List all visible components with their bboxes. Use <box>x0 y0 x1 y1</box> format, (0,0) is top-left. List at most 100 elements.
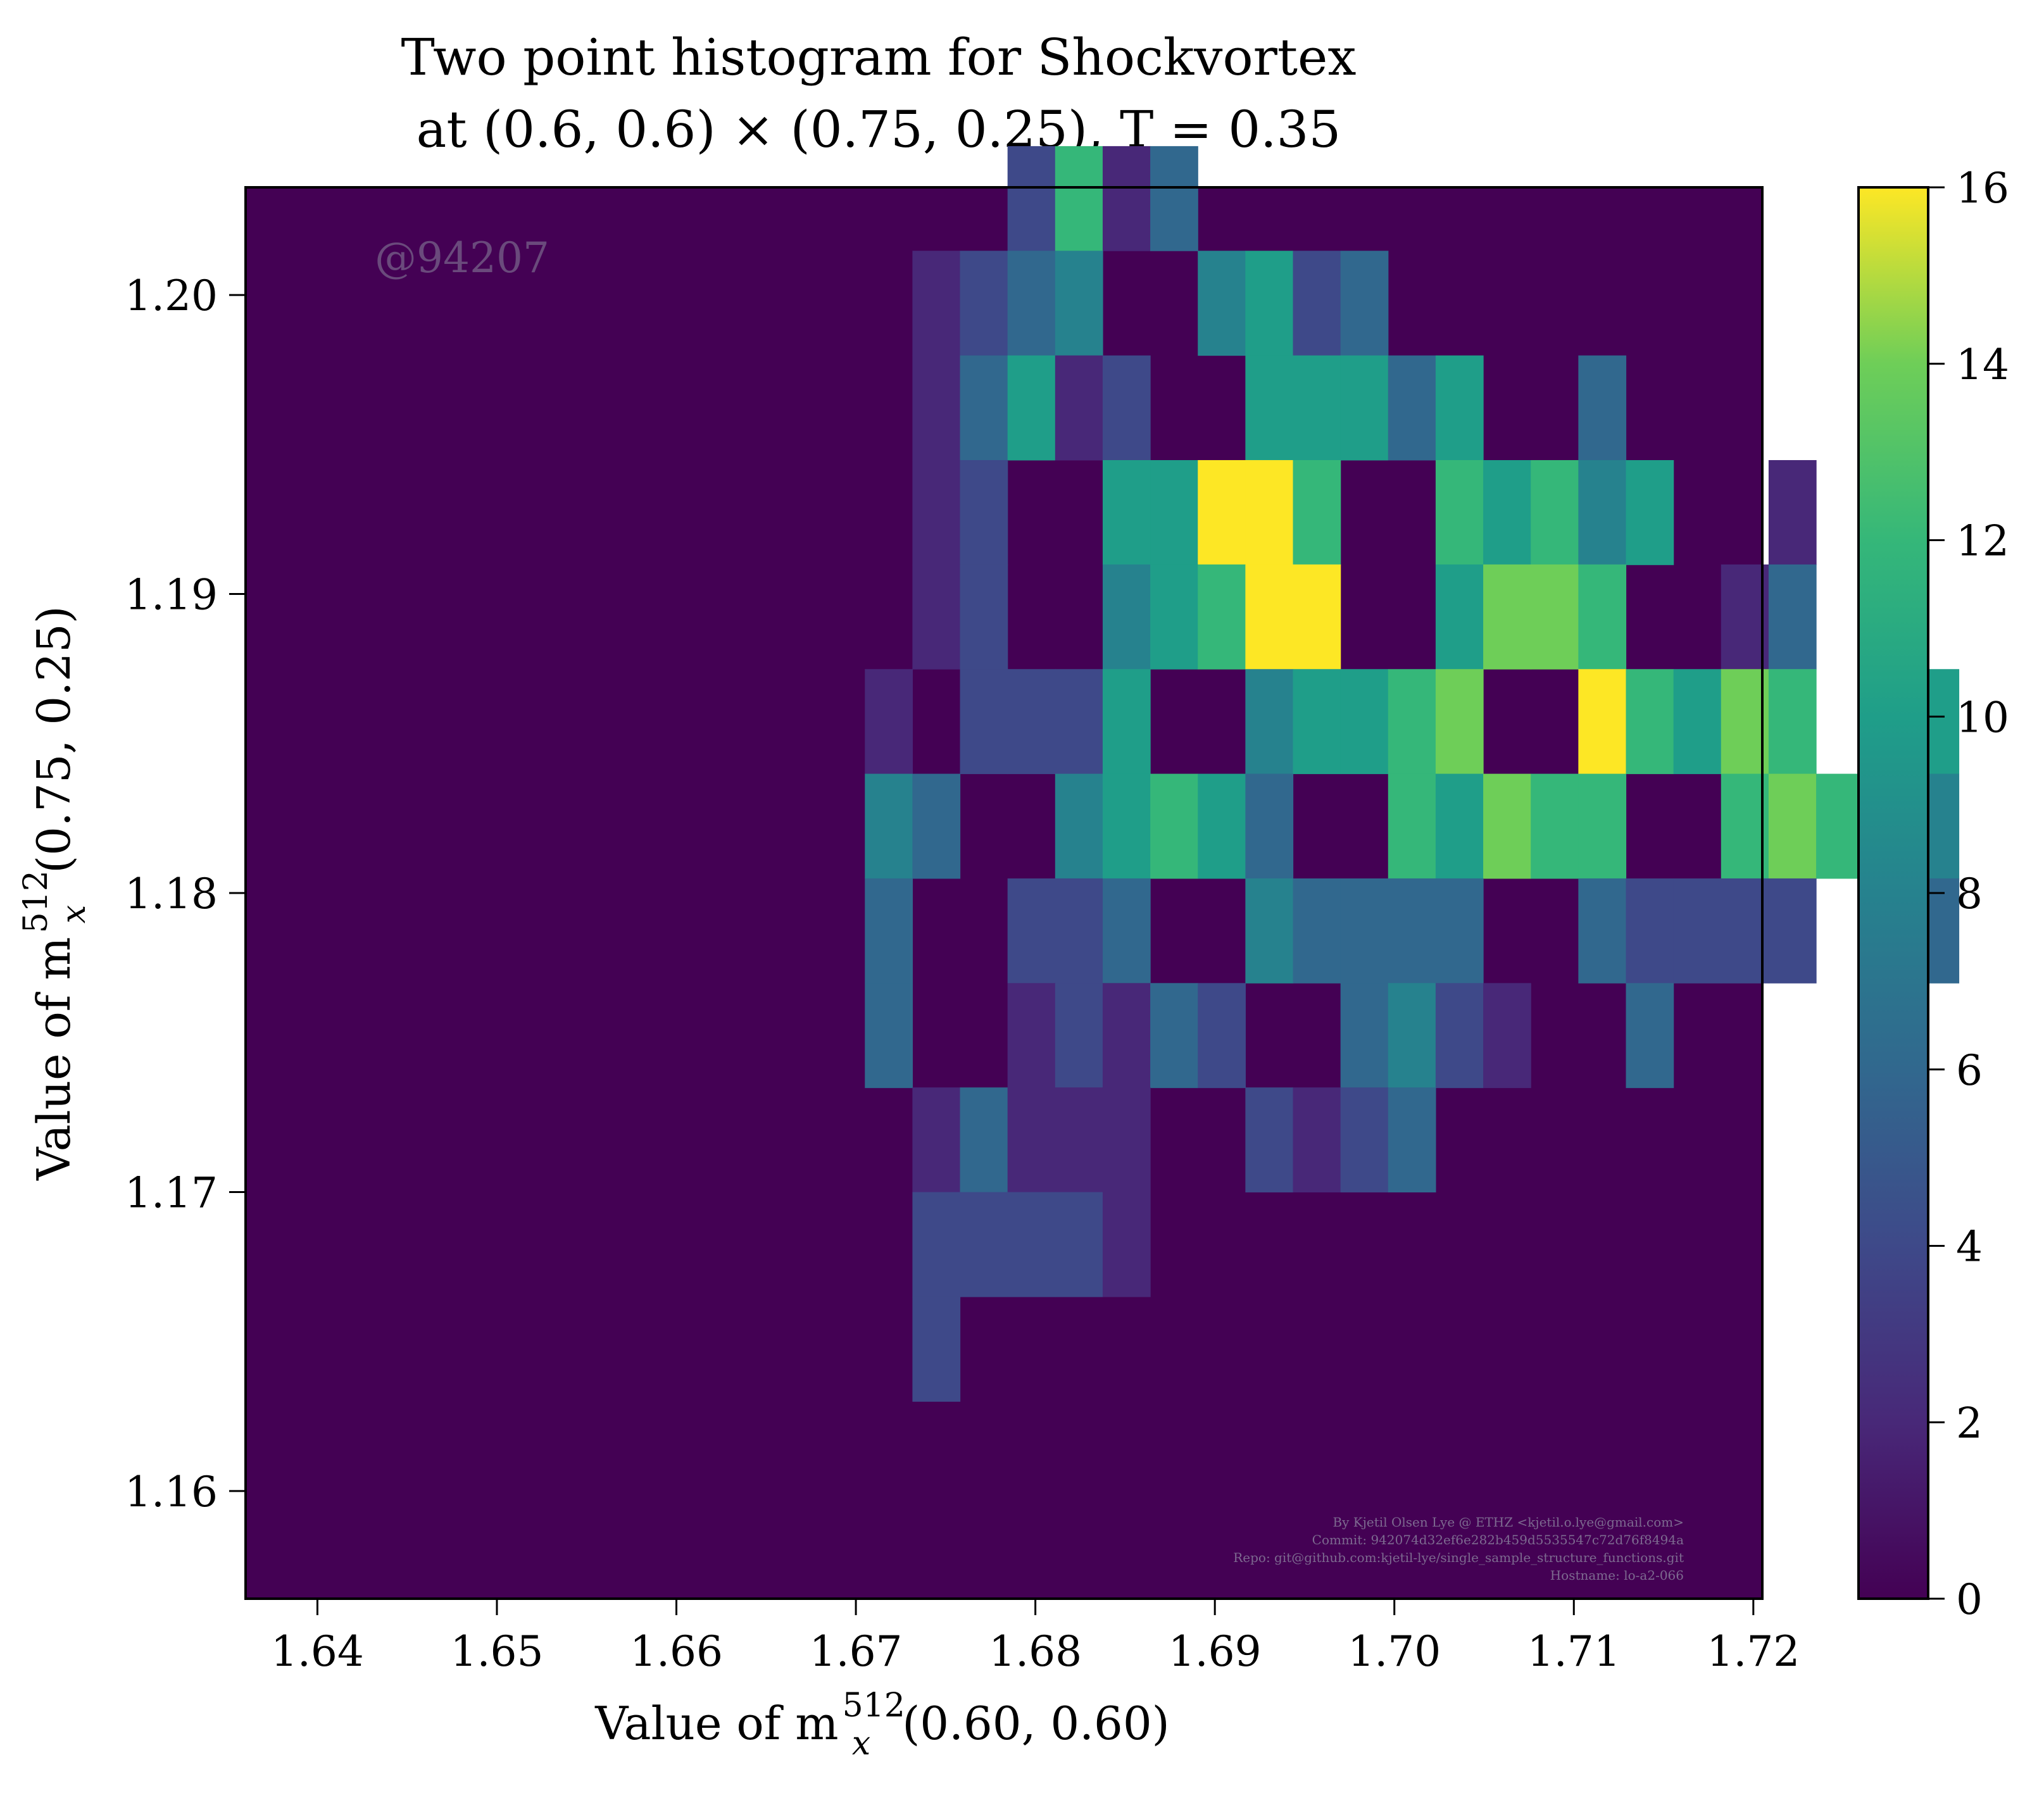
histogram-bin <box>1198 251 1246 356</box>
histogram-bin <box>912 1087 961 1193</box>
histogram-bin <box>1150 983 1198 1089</box>
credit-line-2: Commit: 942074d32ef6e282b459d5535547c72d… <box>1312 1532 1684 1547</box>
histogram-bin <box>912 251 961 356</box>
histogram-bin <box>1768 564 1817 670</box>
histogram-bin <box>1435 564 1484 670</box>
histogram-bin <box>912 564 961 670</box>
histogram-bin <box>1340 983 1389 1089</box>
histogram-bin <box>865 773 913 879</box>
histogram-bin <box>1435 459 1484 565</box>
histogram-bin <box>1245 773 1294 879</box>
histogram-bin <box>1483 773 1531 879</box>
histogram-bin <box>1102 983 1151 1089</box>
histogram-bin <box>1388 1087 1436 1193</box>
colorbar-gradient <box>1857 186 1929 1600</box>
y-tick-label: 1.18 <box>125 870 218 918</box>
colorbar-tick-label: 8 <box>1956 870 1983 918</box>
colorbar-tick-label: 10 <box>1956 693 2009 742</box>
histogram-bin <box>1340 878 1389 984</box>
credit-block: By Kjetil Olsen Lye @ ETHZ <kjetil.o.lye… <box>1233 1515 1684 1583</box>
histogram-bin <box>912 1296 961 1402</box>
histogram-bin <box>1768 878 1817 984</box>
colorbar-tick-label: 2 <box>1956 1399 1983 1447</box>
histogram-bin <box>1435 983 1484 1089</box>
histogram-bin <box>1293 459 1341 565</box>
x-tick-label: 1.67 <box>810 1627 903 1676</box>
histogram-bin <box>1055 773 1103 879</box>
histogram-bin <box>1626 459 1674 565</box>
histogram-bin <box>1578 459 1627 565</box>
histogram-bin <box>1245 355 1294 461</box>
x-tick-label: 1.70 <box>1348 1627 1441 1676</box>
histogram-bin <box>1102 355 1151 461</box>
histogram-bin <box>1435 669 1484 775</box>
x-tick-label: 1.64 <box>271 1627 364 1676</box>
histogram-bin <box>1102 878 1151 984</box>
histogram-bin <box>1007 251 1056 356</box>
watermark-text: @94207 <box>375 234 549 282</box>
histogram-bin <box>1388 878 1436 984</box>
colorbar-tick-label: 12 <box>1956 517 2009 566</box>
histogram-bin <box>1293 1087 1341 1193</box>
histogram-bin <box>1007 1087 1056 1193</box>
histogram-bin <box>1531 773 1579 879</box>
histogram-bin <box>1102 773 1151 879</box>
histogram-bin <box>1435 355 1484 461</box>
histogram-bin <box>1768 669 1817 775</box>
histogram-bin <box>1673 878 1722 984</box>
x-axis-ticks: 1.64 1.65 1.66 1.67 1.68 1.69 1.70 1.71 1.72 <box>271 1599 1800 1676</box>
histogram-bin <box>1578 564 1627 670</box>
histogram-bin <box>1435 878 1484 984</box>
histogram-bin <box>1816 773 1864 879</box>
chart-title-line-2: at (0.6, 0.6) × (0.75, 0.25), T = 0.35 <box>417 100 1341 159</box>
x-axis-label: Value of m 512 x (0.60, 0.60) <box>594 1687 1170 1763</box>
histogram-bin <box>1578 669 1627 775</box>
plot-area: @94207 By Kjetil Olsen Lye @ ETHZ <kjeti… <box>244 146 1960 1600</box>
y-tick-label: 1.16 <box>125 1468 218 1516</box>
histogram-bin <box>960 459 1008 565</box>
histogram-bin <box>1293 564 1341 670</box>
histogram-bin <box>1007 1192 1056 1297</box>
y-axis-label-sub: x <box>55 905 93 923</box>
histogram-bin <box>1150 146 1198 251</box>
x-axis-label-arg: (0.60, 0.60) <box>902 1697 1170 1750</box>
histogram-bin <box>912 773 961 879</box>
histogram-bin <box>1531 564 1579 670</box>
histogram-bin <box>960 1192 1008 1297</box>
histogram-bin <box>1102 1192 1151 1297</box>
histogram-bin <box>960 355 1008 461</box>
credit-line-4: Hostname: lo-a2-066 <box>1550 1568 1684 1583</box>
histogram-bin <box>1245 251 1294 356</box>
histogram-bin <box>960 564 1008 670</box>
histogram-bin <box>960 251 1008 356</box>
x-tick-label: 1.72 <box>1707 1627 1800 1676</box>
y-tick-label: 1.20 <box>125 272 218 320</box>
histogram-bin <box>1102 1087 1151 1193</box>
histogram-bin <box>1626 983 1674 1089</box>
histogram-bin <box>1055 146 1103 251</box>
histogram-bin <box>1293 669 1341 775</box>
histogram-bin <box>1531 459 1579 565</box>
histogram-bin <box>1007 983 1056 1089</box>
y-axis-label-prefix: Value of m <box>27 937 80 1180</box>
histogram-bin <box>1721 878 1769 984</box>
histogram-bin <box>1388 669 1436 775</box>
histogram-bin <box>1483 459 1531 565</box>
histogram-bin <box>1293 878 1341 984</box>
histogram-bin <box>1435 773 1484 879</box>
histogram-bin <box>1483 564 1531 670</box>
histogram-bin <box>1245 878 1294 984</box>
histogram-bin <box>1245 459 1294 565</box>
histogram-bin <box>912 459 961 565</box>
histogram-bin <box>1768 459 1817 565</box>
histogram-bin <box>1483 983 1531 1089</box>
histogram-bin <box>1150 773 1198 879</box>
histogram-bin <box>1340 355 1389 461</box>
x-axis-label-prefix: Value of m <box>594 1697 838 1750</box>
histogram-bin <box>1055 1192 1103 1297</box>
histogram-bin <box>1055 355 1103 461</box>
histogram-bin <box>960 1087 1008 1193</box>
histogram-bin <box>865 983 913 1089</box>
histogram-bin <box>1102 564 1151 670</box>
histogram-bin <box>1007 355 1056 461</box>
